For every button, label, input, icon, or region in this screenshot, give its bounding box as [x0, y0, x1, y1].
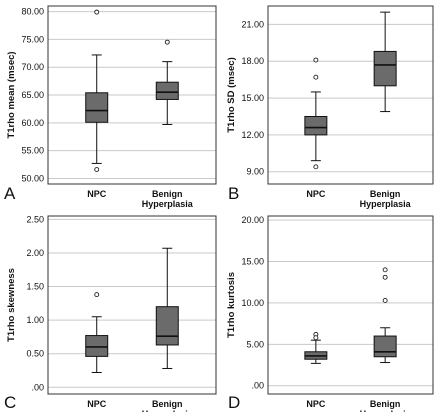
box-npc: [85, 292, 109, 374]
outlier-point: [164, 39, 170, 45]
x-category-label: NPC: [306, 399, 326, 409]
panel-a: 50.00 55.00 60.00 65.00 70.00 75.00 80.00 T1rho…: [4, 5, 217, 209]
x-category-label-line: Benign: [152, 399, 183, 409]
y-tick-label: 18.00: [241, 56, 264, 66]
outlier-point: [382, 267, 388, 273]
y-axis-label: T1rho SD (msec): [226, 57, 237, 133]
iqr-box: [373, 50, 397, 87]
outlier-point: [313, 335, 319, 341]
box-benign-hyperplasia: [155, 247, 179, 369]
y-tick-label: 0.50: [26, 349, 44, 359]
x-category-label-line: Benign: [370, 399, 401, 409]
x-category-label-line: Hyperplasia: [360, 199, 412, 209]
y-tick-label: .00: [251, 381, 264, 391]
y-tick-label: 20.00: [241, 215, 264, 225]
outlier-point: [382, 297, 388, 303]
y-tick-label: 50.00: [21, 173, 44, 183]
y-tick-label: 65.00: [21, 90, 44, 100]
y-axis-label: T1rho mean (msec): [6, 51, 17, 138]
plot-frame: [267, 5, 434, 185]
x-category-label: NPC: [87, 189, 107, 199]
y-tick-label: 55.00: [21, 146, 44, 156]
panel-letter: D: [228, 393, 240, 412]
panel-c: .00 0.50 1.00 1.50 2.00 2.50 T1rho skewness NPC…: [4, 214, 217, 412]
iqr-box: [304, 115, 328, 136]
y-tick-label: 12.00: [241, 130, 264, 140]
y-tick-label: 1.50: [26, 282, 44, 292]
y-tick-label: .00: [31, 382, 44, 392]
y-tick-label: 75.00: [21, 34, 44, 44]
x-category-label-line: NPC: [87, 189, 107, 199]
x-category-label-line: Hyperplasia: [142, 199, 194, 209]
x-category-label-line: NPC: [87, 399, 107, 409]
outlier-point: [382, 274, 388, 280]
y-tick-label: 1.00: [26, 315, 44, 325]
box-npc: [304, 331, 328, 364]
panel-d: .00 5.00 10.00 15.00 20.00 T1rho kurtosis NPC B…: [226, 215, 434, 412]
y-tick-label: 9.00: [246, 167, 264, 177]
iqr-box: [373, 335, 397, 358]
y-tick-label: 15.00: [241, 93, 264, 103]
x-category-label: NPC: [87, 399, 107, 409]
y-axis-label: T1rho skewness: [6, 268, 17, 342]
panel-b: 9.00 12.00 15.00 18.00 21.00 T1rho SD (msec) N…: [226, 5, 434, 209]
outlier-point: [313, 57, 319, 63]
plot-frame: [47, 5, 217, 185]
x-category-label-line: Hyperplasia: [142, 409, 194, 412]
x-category-label-line: NPC: [306, 189, 326, 199]
y-tick-label: 70.00: [21, 62, 44, 72]
iqr-box: [155, 306, 179, 346]
outlier-point: [94, 292, 100, 298]
plot-frame: [267, 215, 434, 395]
x-category-label-line: Benign: [370, 189, 401, 199]
x-category-label-line: Benign: [152, 189, 183, 199]
box-benign-hyperplasia: [373, 11, 397, 113]
x-category-label-line: Hyperplasia: [360, 409, 412, 412]
box-benign-hyperplasia: [373, 267, 397, 364]
iqr-box: [155, 81, 179, 100]
iqr-box: [85, 335, 109, 357]
panel-letter: C: [4, 393, 16, 412]
box-npc: [304, 57, 328, 170]
panel-letter: B: [228, 184, 239, 203]
plot-frame: [47, 215, 217, 395]
outlier-point: [94, 9, 100, 15]
box-benign-hyperplasia: [155, 39, 179, 125]
iqr-box: [85, 92, 109, 123]
y-tick-label: 5.00: [246, 339, 264, 349]
y-axis-label: T1rho kurtosis: [226, 272, 237, 338]
outlier-point: [313, 164, 319, 170]
y-tick-label: 80.00: [21, 7, 44, 17]
outlier-point: [313, 74, 319, 80]
x-category-label: NPC: [306, 189, 326, 199]
y-tick-label: 21.00: [241, 19, 264, 29]
y-tick-label: 15.00: [241, 257, 264, 267]
y-tick-label: 60.00: [21, 118, 44, 128]
box-npc: [85, 9, 109, 172]
x-category-label-line: NPC: [306, 399, 326, 409]
outlier-point: [94, 167, 100, 172]
y-tick-label: 10.00: [241, 298, 264, 308]
y-tick-label: 2.50: [26, 214, 44, 224]
panel-letter: A: [4, 184, 16, 203]
y-tick-label: 2.00: [26, 248, 44, 258]
